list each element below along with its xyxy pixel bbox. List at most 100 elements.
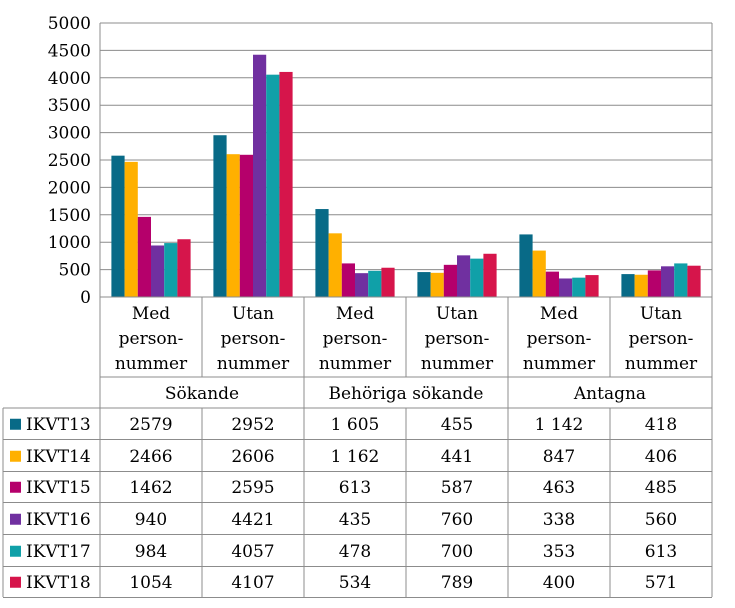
bar <box>328 233 342 297</box>
legend-entry: IKVT17 <box>26 542 91 562</box>
category-label: person- <box>425 329 490 349</box>
bar <box>572 277 586 297</box>
legend-entry: IKVT18 <box>26 573 91 593</box>
bar <box>417 272 431 297</box>
bar <box>124 161 138 297</box>
bar <box>647 270 661 297</box>
data-label: 463 <box>543 478 575 498</box>
y-tick-label: 2000 <box>48 178 91 198</box>
bar <box>266 74 280 298</box>
category-label: person- <box>119 329 184 349</box>
data-label: 613 <box>339 478 371 498</box>
gridlines <box>100 22 712 298</box>
group-label: Antagna <box>573 384 646 404</box>
bar <box>430 272 444 297</box>
y-tick-label: 1500 <box>48 206 91 226</box>
data-label: 571 <box>645 573 677 593</box>
data-label: 441 <box>441 447 473 467</box>
data-label: 560 <box>645 510 677 530</box>
y-tick-label: 2500 <box>48 151 91 171</box>
bar <box>457 255 471 297</box>
legend-swatch <box>10 450 21 462</box>
data-label: 1 162 <box>331 447 380 467</box>
y-tick-label: 3000 <box>48 124 91 144</box>
bar <box>239 154 253 297</box>
data-label: 2606 <box>231 447 274 467</box>
data-label: 613 <box>645 542 677 562</box>
y-tick-label: 4500 <box>48 41 91 61</box>
y-tick-label: 500 <box>59 261 91 281</box>
group-label: Behöriga sökande <box>328 384 483 404</box>
bar <box>470 258 484 297</box>
legend-swatch <box>10 545 21 557</box>
bar <box>111 155 125 297</box>
bar <box>443 264 457 297</box>
data-label: 435 <box>339 510 371 530</box>
data-label: 2466 <box>129 447 172 467</box>
bar <box>253 54 267 297</box>
data-label: 478 <box>339 542 371 562</box>
y-tick-label: 5000 <box>48 14 91 34</box>
data-label: 2595 <box>231 478 274 498</box>
bar <box>151 245 165 297</box>
bar <box>279 71 293 297</box>
legend-swatch <box>10 513 21 525</box>
bar <box>381 267 395 297</box>
y-tick-label: 1000 <box>48 233 91 253</box>
data-label: 1054 <box>129 573 172 593</box>
legend-entry: IKVT13 <box>26 415 91 435</box>
data-label: 700 <box>441 542 473 562</box>
bar <box>585 275 599 297</box>
bar <box>355 273 369 297</box>
bar <box>483 253 497 297</box>
bar <box>661 266 675 297</box>
category-label: nummer <box>523 354 596 374</box>
bar <box>621 274 635 297</box>
category-label: nummer <box>625 354 698 374</box>
category-label: person- <box>527 329 592 349</box>
bar <box>164 243 178 297</box>
bar <box>137 216 151 297</box>
legend-swatch <box>10 576 21 588</box>
data-label: 406 <box>645 447 677 467</box>
data-label: 789 <box>441 573 473 593</box>
data-label: 338 <box>543 510 575 530</box>
bar <box>545 271 559 297</box>
bar <box>177 239 191 297</box>
data-label: 940 <box>135 510 167 530</box>
data-label: 2579 <box>129 415 172 435</box>
data-label: 4057 <box>231 542 274 562</box>
data-label: 485 <box>645 478 677 498</box>
legend-swatch <box>10 418 21 430</box>
legend-entry: IKVT16 <box>26 510 91 530</box>
category-label: nummer <box>115 354 188 374</box>
category-label: nummer <box>421 354 494 374</box>
category-label: Utan <box>640 304 682 324</box>
category-label: person- <box>323 329 388 349</box>
data-label: 4107 <box>231 573 274 593</box>
category-label: nummer <box>319 354 392 374</box>
y-tick-label: 0 <box>80 288 91 308</box>
category-label: person- <box>629 329 694 349</box>
data-label: 4421 <box>231 510 274 530</box>
data-label: 353 <box>543 542 575 562</box>
data-label: 1 142 <box>535 415 584 435</box>
legend-entry: IKVT14 <box>26 447 91 467</box>
category-label: person- <box>221 329 286 349</box>
data-label: 984 <box>135 542 167 562</box>
data-label: 1 605 <box>331 415 380 435</box>
group-label: Sökande <box>165 384 239 404</box>
category-label: Utan <box>232 304 274 324</box>
data-table: Med person-nummer Utan person-nummer Med pers… <box>2 23 713 598</box>
legend-swatch <box>10 481 21 493</box>
data-label: 2952 <box>231 415 274 435</box>
bar <box>315 209 329 297</box>
data-label: 760 <box>441 510 473 530</box>
category-label: Med <box>132 304 170 324</box>
bar <box>634 274 648 297</box>
data-label: 587 <box>441 478 473 498</box>
bars <box>111 54 701 298</box>
data-label: 400 <box>543 573 575 593</box>
